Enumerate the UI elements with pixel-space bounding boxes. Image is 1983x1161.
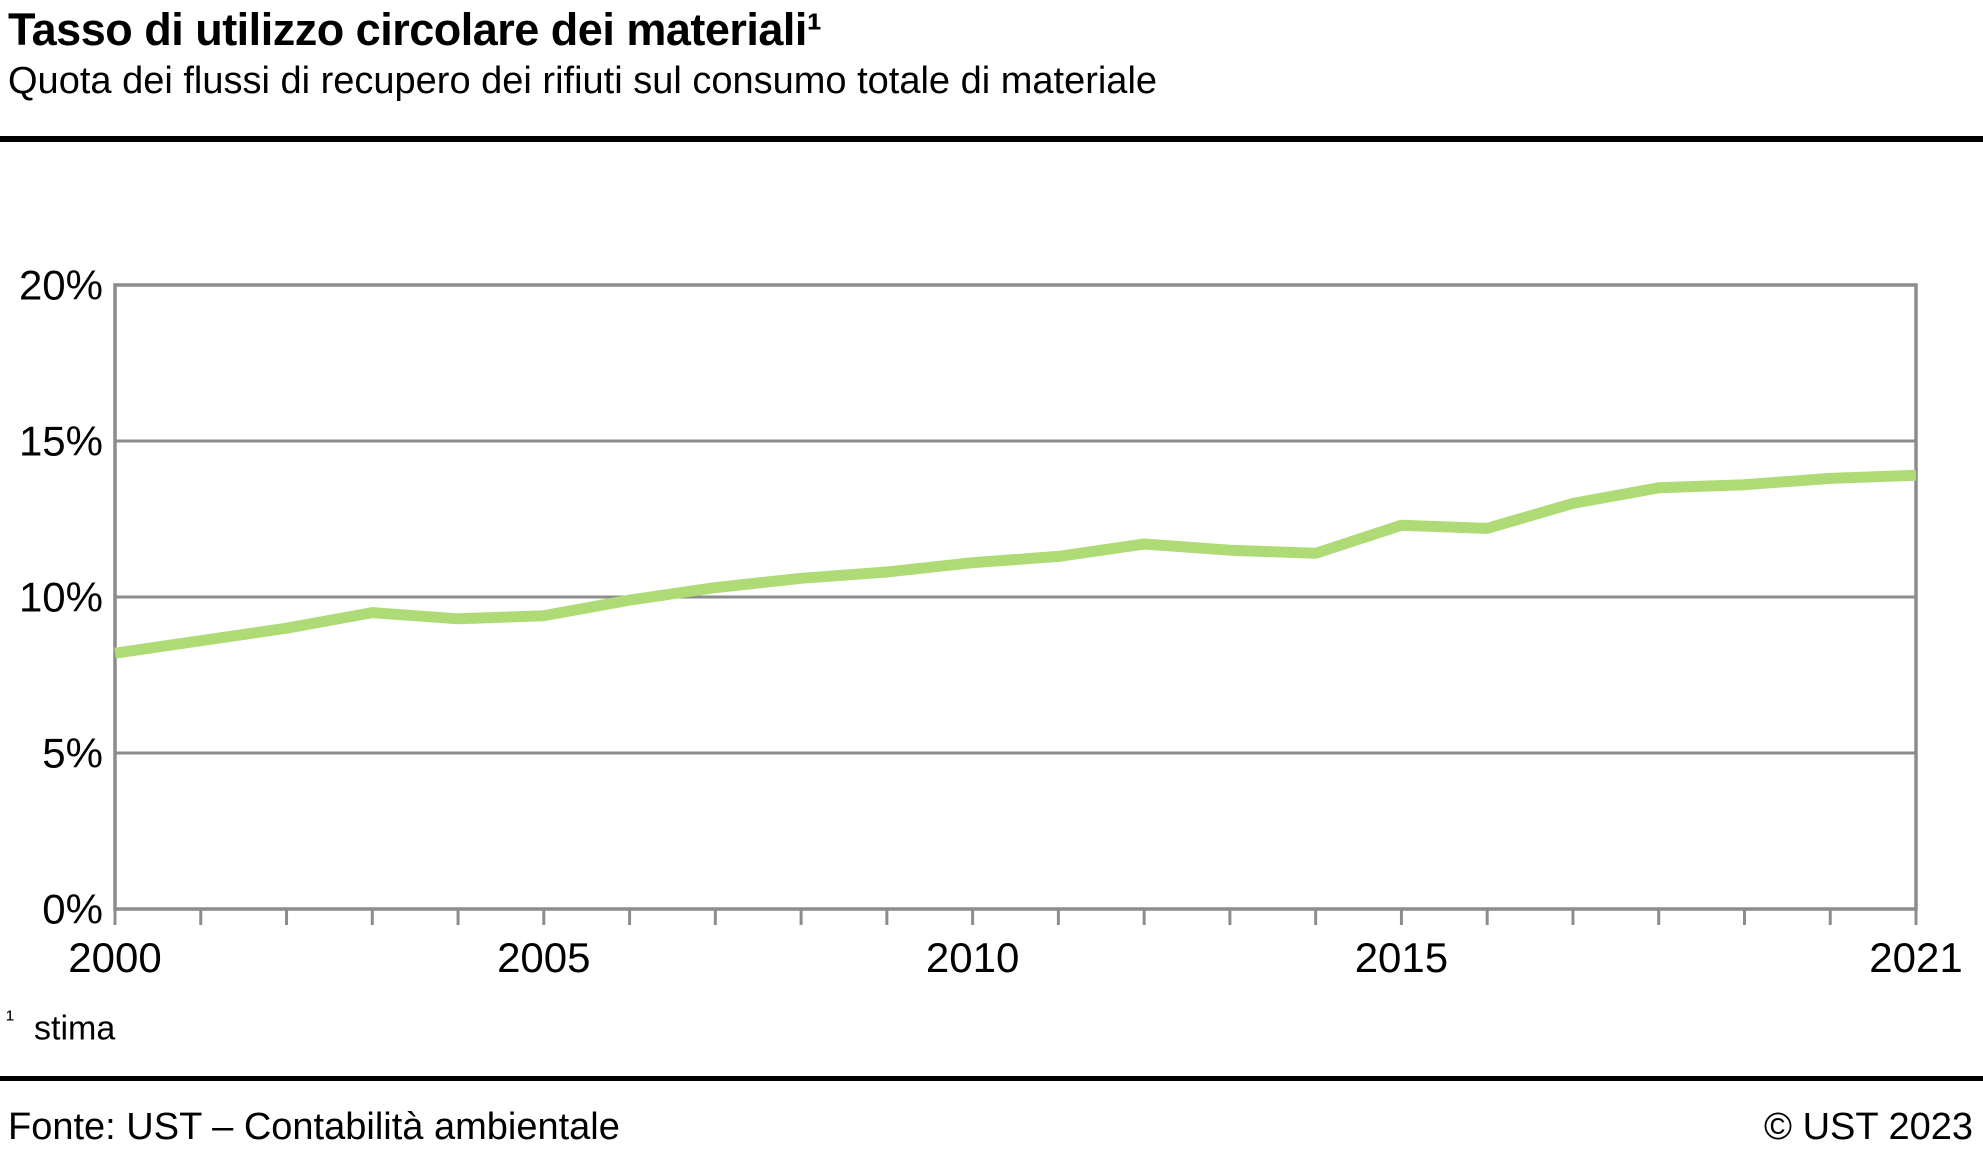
y-tick-label: 5% <box>42 730 103 777</box>
copyright-text: © UST 2023 <box>1764 1106 1973 1148</box>
x-tick-label: 2021 <box>1869 934 1962 981</box>
chart-subtitle: Quota dei flussi di recupero dei rifiuti… <box>8 60 1158 102</box>
y-tick-label: 10% <box>19 574 103 621</box>
x-tick-label: 2005 <box>497 934 590 981</box>
data-line-series <box>114 469 1917 659</box>
footnote-text: stima <box>34 1009 116 1048</box>
y-tick-label: 15% <box>19 418 103 465</box>
y-tick-label: 0% <box>42 886 103 933</box>
x-tick-label: 2000 <box>68 934 161 981</box>
plot-border <box>113 283 1918 911</box>
source-text: Fonte: UST – Contabilità ambientale <box>8 1106 620 1148</box>
footnote: ¹ stima <box>6 1006 115 1048</box>
x-tick-label: 2015 <box>1355 934 1448 981</box>
chart-title: Tasso di utilizzo circolare dei material… <box>8 4 822 55</box>
footer-divider <box>0 1076 1983 1081</box>
footnote-marker: ¹ <box>6 1006 14 1033</box>
header-divider <box>0 136 1983 142</box>
y-tick-label: 20% <box>19 262 103 309</box>
x-tick-label: 2010 <box>926 934 1019 981</box>
